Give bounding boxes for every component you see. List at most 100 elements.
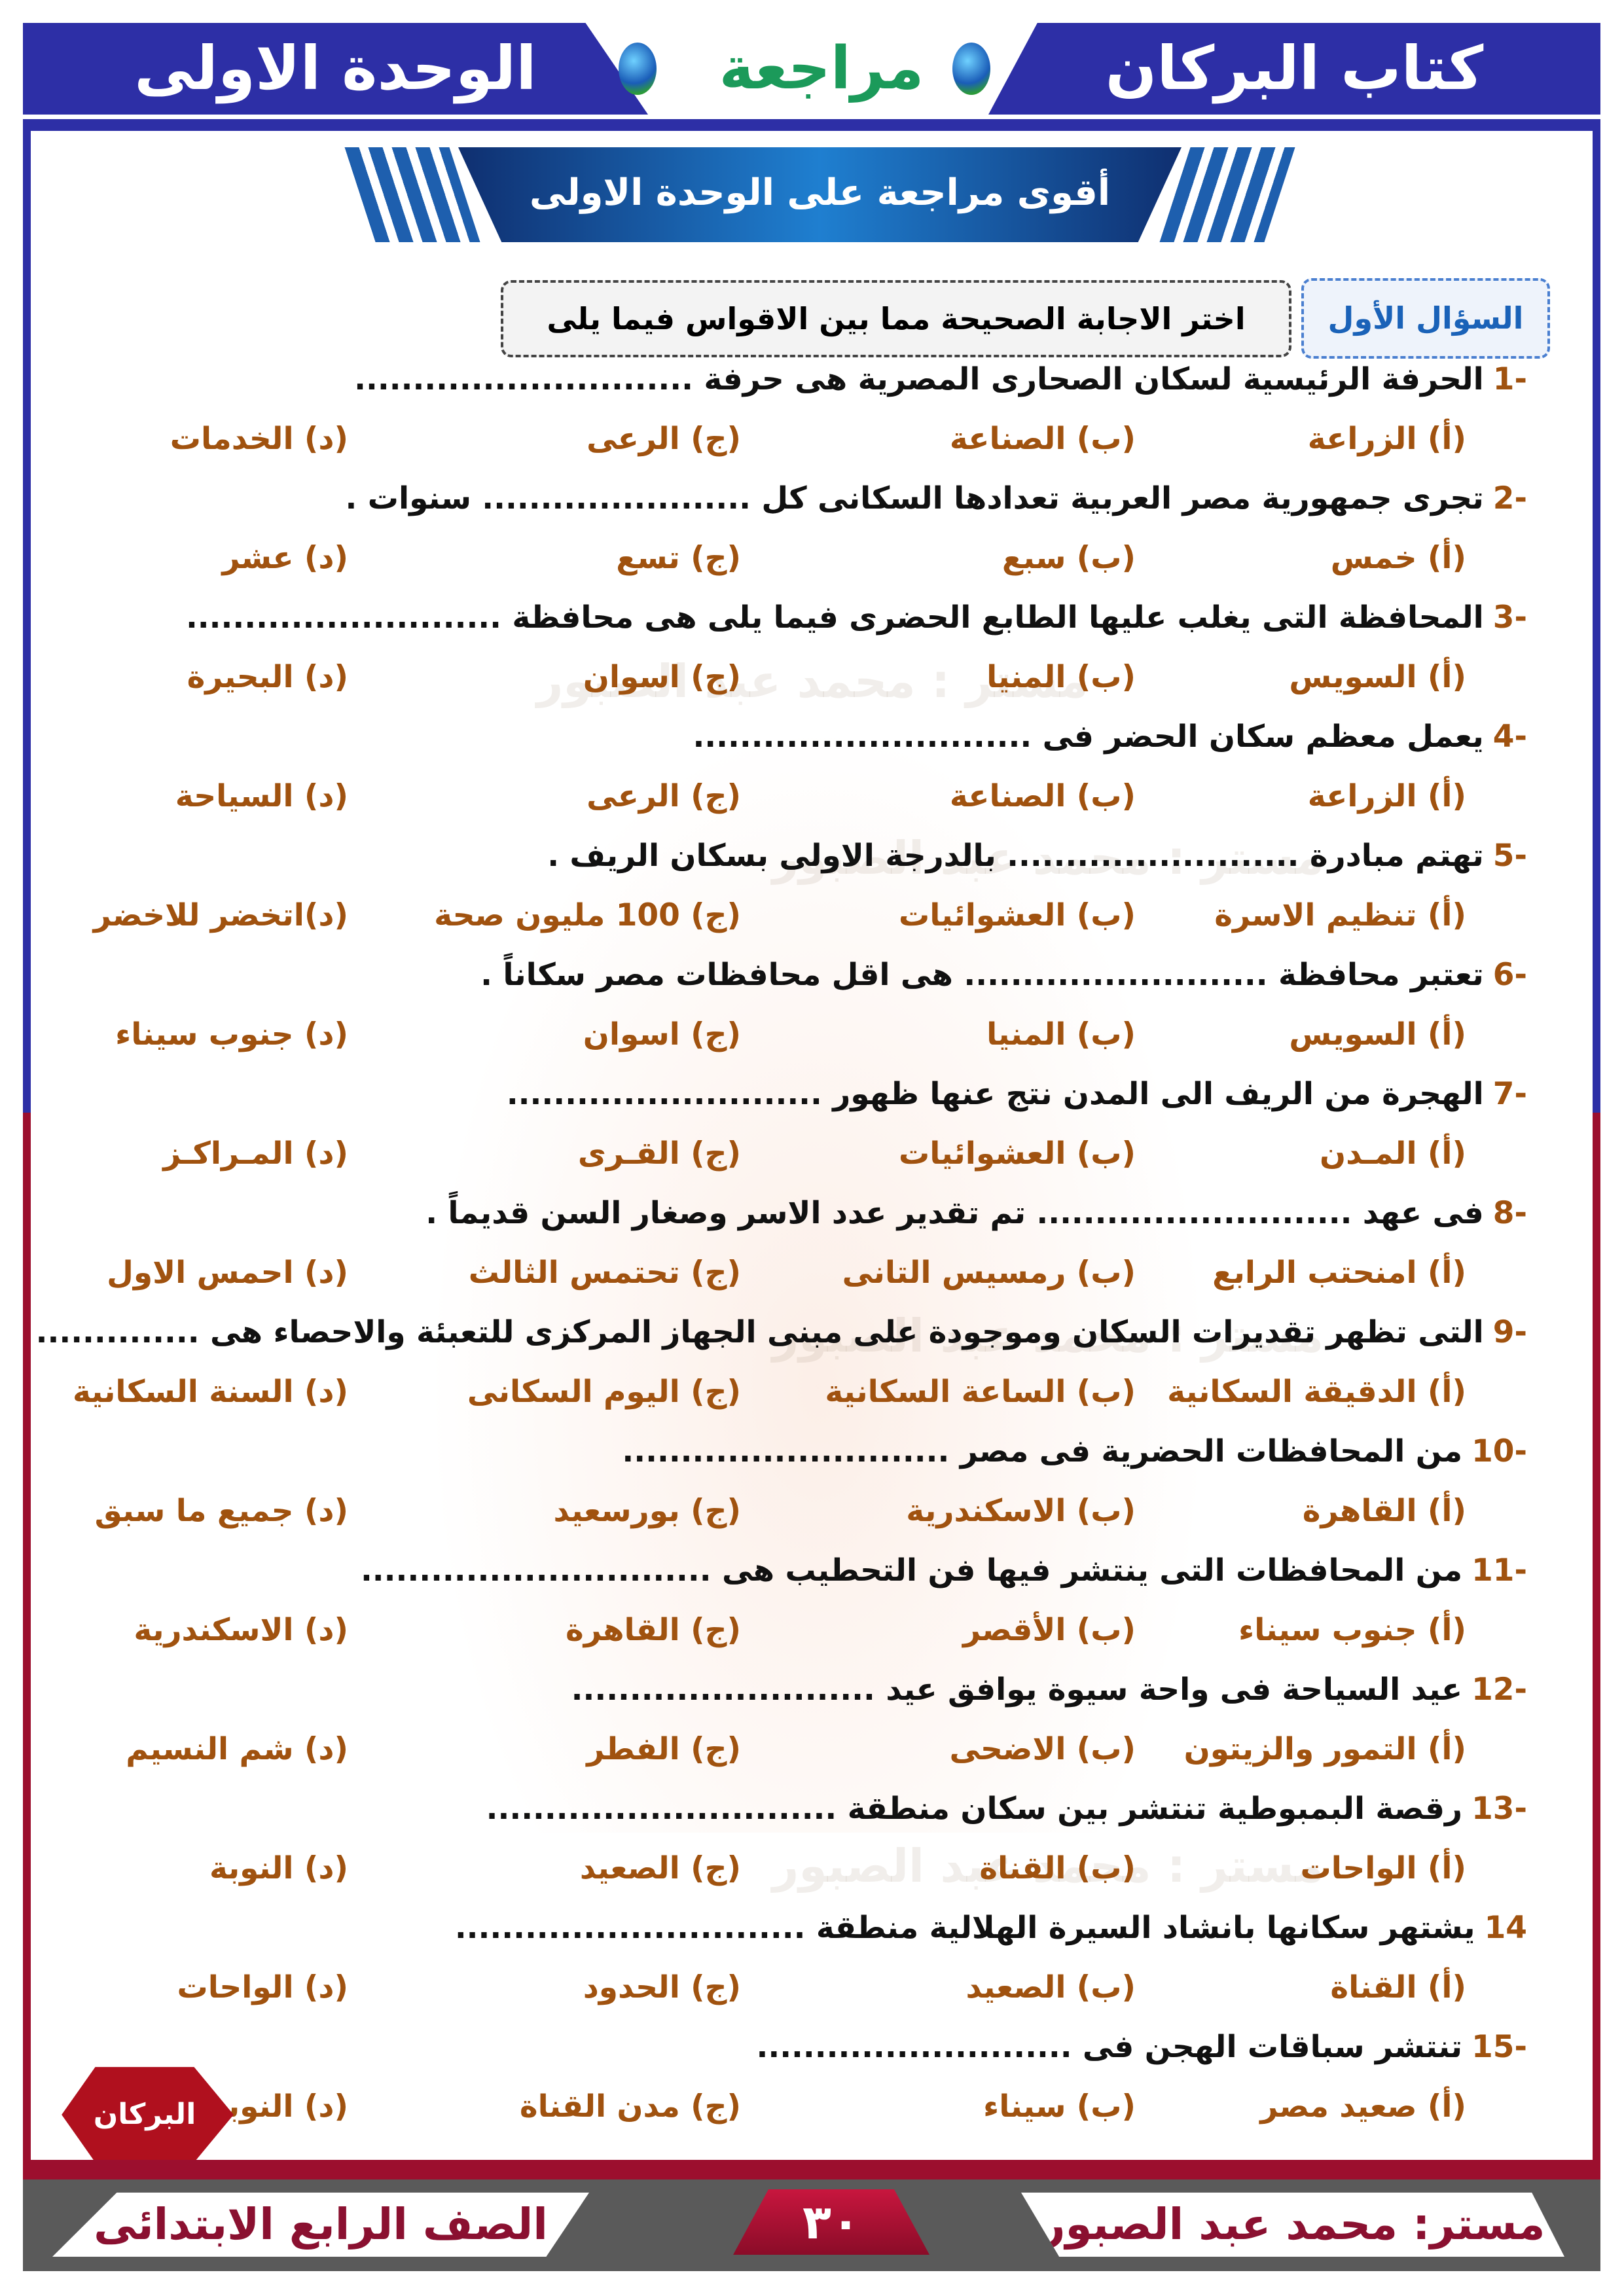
page-number: ٣٠ — [733, 2189, 929, 2255]
answer-option[interactable]: (ج) اليوم السكانى — [467, 1374, 741, 1410]
answer-option[interactable]: (د) الواحات — [177, 1969, 348, 2005]
answer-option[interactable]: (ج) الصعيد — [579, 1850, 741, 1886]
question-text: فى عهد ........................... تم تق… — [425, 1195, 1484, 1231]
answer-option[interactable]: (د) الاسكندرية — [134, 1612, 348, 1648]
question-text: يشتهر سكانها بانشاد السيرة الهلالية منطق… — [454, 1910, 1475, 1946]
answer-option[interactable]: (د) شم النسيم — [126, 1731, 348, 1767]
answer-option[interactable]: (ج) الرعى — [586, 778, 741, 814]
answer-option[interactable]: (ب) العشوائيات — [899, 897, 1136, 933]
answer-option[interactable]: (د) جنوب سيناء — [115, 1016, 348, 1052]
answer-option[interactable]: (ج) اسوان — [583, 1016, 741, 1052]
answer-option[interactable]: (ب) الصعيد — [965, 1969, 1136, 2005]
frame-border-bottom — [23, 2160, 1600, 2179]
question-number: -8 — [1492, 1195, 1527, 1231]
answer-option[interactable]: (ب) الاسكندرية — [906, 1493, 1136, 1529]
question-number: -12 — [1471, 1672, 1527, 1708]
answer-option[interactable]: (أ) التمور والزيتون — [1183, 1731, 1466, 1767]
answer-option[interactable]: (أ) السويس — [1289, 659, 1466, 695]
question-number: -2 — [1492, 480, 1527, 516]
question-number: 14 — [1484, 1910, 1527, 1946]
answer-option[interactable]: (ج) 100 مليون صحة — [434, 897, 741, 933]
answer-option[interactable]: (ب) المنيا — [986, 1016, 1136, 1052]
question-number: -13 — [1471, 1791, 1527, 1827]
question-item: -13رقصة البمبوطية تنتشر بين سكان منطقة .… — [486, 1783, 1527, 1835]
answer-option[interactable]: (أ) الزراعة — [1307, 778, 1466, 814]
answer-option[interactable]: (ج) الرعى — [586, 421, 741, 457]
answer-option[interactable]: (ج) تحتمس الثالث — [468, 1255, 741, 1291]
answer-option[interactable]: (ب) الاضحى — [949, 1731, 1136, 1767]
answer-option[interactable]: (ج) مدن القناة — [519, 2089, 741, 2125]
answer-option[interactable]: (أ) المـدن — [1319, 1136, 1466, 1172]
answer-option[interactable]: (د) المـراكـز — [163, 1136, 348, 1172]
answer-option[interactable]: (ج) تسع — [616, 540, 741, 576]
question-number: -1 — [1492, 361, 1527, 397]
answer-option[interactable]: (د) السياحة — [175, 778, 348, 814]
answer-option[interactable]: (ب) سبع — [1001, 540, 1136, 576]
question-number: -15 — [1471, 2029, 1527, 2065]
section-label: السؤال الأول — [1301, 278, 1550, 359]
answer-option[interactable]: (ج) الحدود — [583, 1969, 741, 2005]
book-title: كتاب البركان — [1105, 33, 1484, 103]
answer-option[interactable]: (ب) الساعة السكانية — [825, 1374, 1136, 1410]
frame-border-left-lower — [23, 1113, 31, 2166]
answer-option[interactable]: (ب) الأقصر — [963, 1612, 1136, 1648]
answer-option[interactable]: (ب) المنيا — [986, 659, 1136, 695]
unit-title: الوحدة الاولى — [134, 33, 537, 103]
question-item: -11من المحافظات التى ينتشر فيها فن التحط… — [361, 1545, 1527, 1597]
answer-option[interactable]: (د) احمس الاول — [107, 1255, 348, 1291]
question-number: -9 — [1492, 1314, 1527, 1350]
answer-option[interactable]: (د) النوبة — [209, 1850, 348, 1886]
answer-option[interactable]: (أ) صعيد مصر — [1260, 2089, 1466, 2125]
answer-option[interactable]: (أ) الدقيقة السكانية — [1167, 1374, 1466, 1410]
frame-border-right-lower — [1593, 1113, 1600, 2166]
answer-option[interactable]: (ب) الصناعة — [949, 421, 1136, 457]
answer-option[interactable]: (د)اتخضر للاخضر — [93, 897, 348, 933]
section-instruction: اختر الاجابة الصحيحة مما بين الاقواس فيم… — [501, 280, 1291, 357]
answer-option[interactable]: (ب) الصناعة — [949, 778, 1136, 814]
answer-option[interactable]: (ج) القـرى — [577, 1136, 741, 1172]
watermark-text: مستر : محمد عبد الصبور — [772, 1309, 1324, 1363]
answer-option[interactable]: (د) النوبة — [209, 2089, 348, 2125]
answer-option[interactable]: (ب) القناة — [979, 1850, 1136, 1886]
answer-option[interactable]: (د) عشر — [222, 540, 348, 576]
answer-option[interactable]: (أ) القاهرة — [1302, 1493, 1466, 1529]
answer-option[interactable]: (أ) امنحتب الرابع — [1212, 1255, 1466, 1291]
answer-option[interactable]: (أ) الزراعة — [1307, 421, 1466, 457]
question-item: -2تجرى جمهورية مصر العربية تعدادها السكا… — [346, 473, 1527, 525]
answer-option[interactable]: (أ) الواحات — [1300, 1850, 1466, 1886]
review-label-text: مراجعة — [719, 34, 924, 103]
watermark-text: مستر : محمد عبد الصبور — [772, 831, 1324, 885]
answer-option[interactable]: (أ) جنوب سيناء — [1238, 1612, 1466, 1648]
frame-border-top — [23, 119, 1600, 131]
question-item: 14يشتهر سكانها بانشاد السيرة الهلالية من… — [455, 1902, 1527, 1954]
review-label: مراجعة — [668, 23, 975, 115]
question-item: -3المحافظة التى يغلب عليها الطابع الحضرى… — [186, 592, 1527, 644]
title-banner: أقوى مراجعة على الوحدة الاولى — [344, 147, 1295, 242]
answer-option[interactable]: (د) السنة السكانية — [73, 1374, 348, 1410]
answer-option[interactable]: (د) البحيرة — [187, 659, 348, 695]
answer-option[interactable]: (د) الخدمات — [170, 421, 348, 457]
question-text: تجرى جمهورية مصر العربية تعدادها السكانى… — [345, 480, 1484, 516]
answer-option[interactable]: (أ) خمس — [1330, 540, 1466, 576]
question-text: عيد السياحة فى واحة سيوة يوافق عيد .....… — [571, 1672, 1463, 1708]
answer-option[interactable]: (ب) رمسيس التانى — [842, 1255, 1136, 1291]
banner-stripes — [344, 147, 480, 242]
answer-option[interactable]: (أ) تنظيم الاسرة — [1214, 897, 1466, 933]
question-text: رقصة البمبوطية تنتشر بين سكان منطقة ....… — [486, 1791, 1463, 1827]
question-item: -9التى تظهر تقديرات السكان وموجودة على م… — [36, 1306, 1527, 1359]
answer-option[interactable]: (ج) اسوان — [583, 659, 741, 695]
question-number: -10 — [1471, 1433, 1527, 1469]
answer-option[interactable]: (ج) القاهرة — [565, 1612, 741, 1648]
watermark-text: مستر : محمد عبد الصبور — [772, 1839, 1324, 1893]
answer-option[interactable]: (أ) القناة — [1330, 1969, 1466, 2005]
answer-option[interactable]: (ج) بورسعيد — [553, 1493, 741, 1529]
question-text: يعمل معظم سكان الحضر فى ................… — [693, 719, 1484, 755]
answer-option[interactable]: (د) جميع ما سبق — [94, 1493, 348, 1529]
question-item: -6تعتبر محافظة .........................… — [480, 949, 1527, 1001]
answer-option[interactable]: (ج) الفطر — [586, 1731, 741, 1767]
answer-option[interactable]: (ب) سيناء — [983, 2089, 1136, 2125]
grade-label: الصف الرابع الابتدائى — [52, 2193, 589, 2257]
answer-option[interactable]: (ب) العشوائيات — [899, 1136, 1136, 1172]
banner-title: أقوى مراجعة على الوحدة الاولى — [458, 147, 1182, 242]
answer-option[interactable]: (أ) السويس — [1289, 1016, 1466, 1052]
